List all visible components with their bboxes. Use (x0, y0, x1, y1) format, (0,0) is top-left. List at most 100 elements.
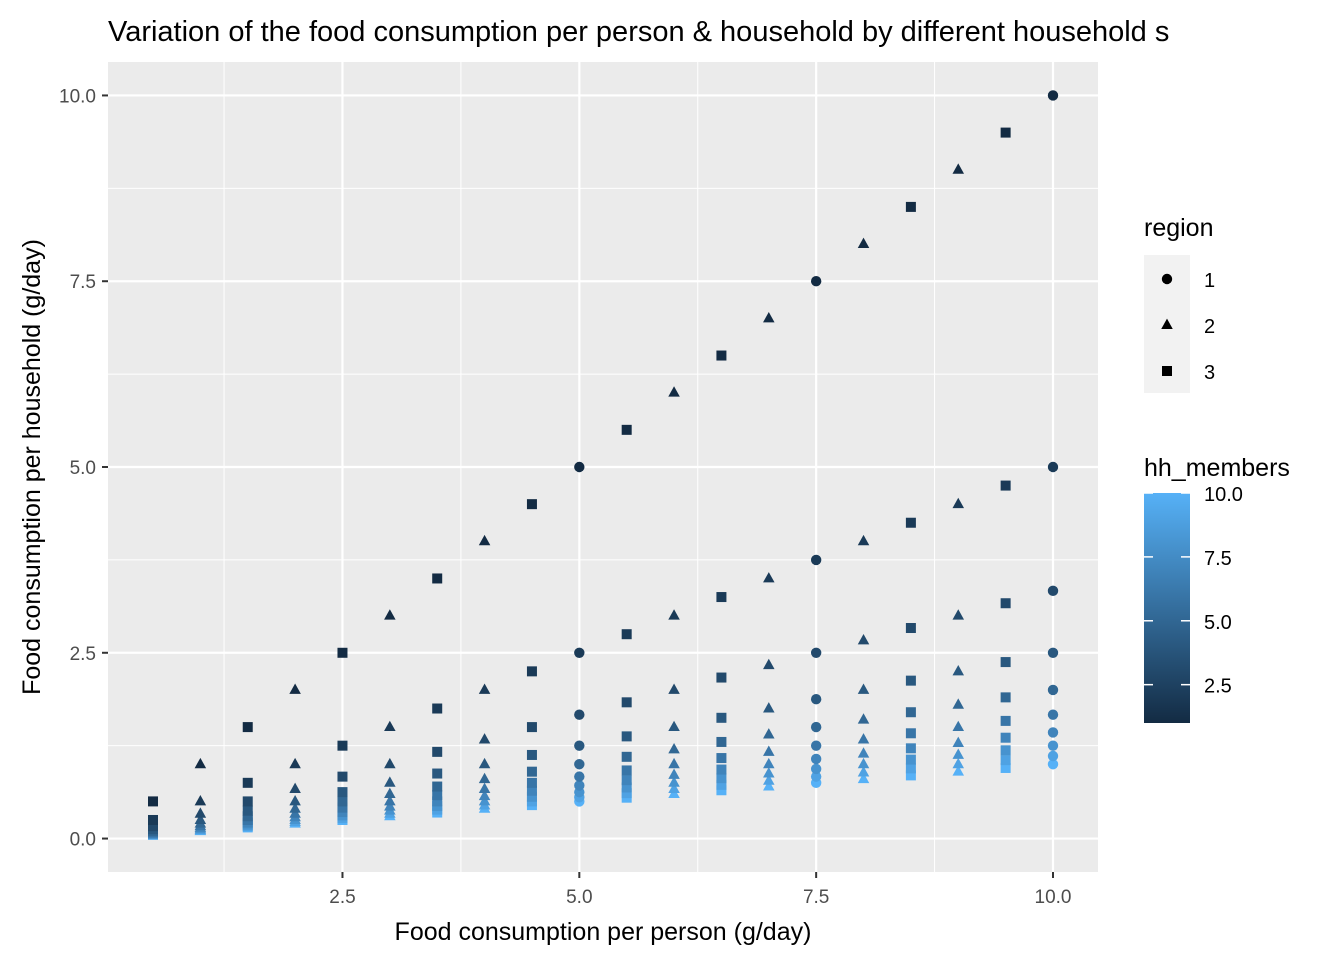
data-point (384, 609, 396, 620)
data-point (526, 785, 537, 796)
data-point (621, 788, 632, 799)
data-point (574, 709, 585, 720)
data-point (432, 790, 443, 801)
data-point (905, 707, 916, 718)
data-point (810, 763, 822, 775)
data-point (574, 780, 585, 791)
data-point (857, 713, 870, 724)
data-point (1000, 732, 1011, 743)
data-point (952, 757, 965, 769)
data-point (1000, 715, 1011, 726)
data-point (194, 813, 207, 824)
data-point (952, 720, 965, 732)
data-point (1047, 461, 1059, 473)
data-point (194, 757, 207, 769)
data-point (432, 796, 443, 807)
data-point (337, 796, 348, 807)
data-point (621, 751, 632, 762)
data-point (668, 776, 680, 787)
data-point (716, 785, 727, 796)
data-point (242, 805, 253, 816)
data-point (432, 703, 443, 714)
data-point (289, 757, 301, 769)
data-point (905, 675, 916, 686)
x-tick-label: 5.0 (566, 887, 592, 908)
data-point (668, 386, 680, 397)
data-point (384, 776, 396, 787)
data-point (384, 720, 396, 732)
data-point (621, 782, 632, 793)
axes: 2.5 5.0 7.5 10.0 0.0 2.5 5.0 7.5 10.0 (59, 86, 1071, 908)
hh-members-legend-title: hh_members (1144, 454, 1290, 482)
data-point (242, 722, 253, 733)
data-point (763, 658, 775, 670)
data-point (1047, 684, 1059, 696)
data-point (148, 821, 158, 832)
region-legend: region 1 2 3 (1144, 214, 1215, 393)
data-point (574, 647, 585, 658)
x-axis-label: Food consumption per person (g/day) (395, 918, 812, 946)
data-point (857, 772, 870, 784)
data-point (810, 753, 822, 765)
data-point (194, 795, 207, 806)
region-legend-key (1162, 366, 1172, 376)
data-point (1000, 745, 1011, 756)
data-point (857, 633, 870, 645)
data-point (857, 747, 870, 758)
hh-members-legend: hh_members 2.5 5.0 7.5 10.0 (1144, 454, 1290, 723)
data-point (478, 683, 491, 694)
region-legend-key (1161, 273, 1173, 285)
data-point (526, 722, 537, 733)
data-points (148, 90, 1059, 840)
region-legend-label: 3 (1204, 362, 1215, 384)
data-point (668, 609, 680, 620)
data-point (1000, 657, 1011, 668)
color-bar (1144, 493, 1190, 723)
region-legend-key (1161, 318, 1173, 329)
data-point (1000, 480, 1011, 491)
data-point (337, 740, 348, 751)
data-point (857, 766, 870, 777)
data-point (716, 753, 727, 764)
data-point (526, 766, 537, 777)
data-point (810, 276, 822, 287)
data-point (148, 796, 158, 807)
data-point (526, 749, 537, 760)
data-point (810, 694, 822, 705)
data-point (668, 782, 680, 793)
x-tick-label: 2.5 (329, 887, 355, 908)
data-point (621, 697, 632, 708)
data-point (810, 721, 822, 733)
data-point (810, 771, 822, 782)
data-point (289, 795, 301, 806)
data-point (905, 517, 916, 528)
data-point (716, 773, 727, 784)
data-point (952, 736, 965, 747)
data-point (763, 572, 775, 583)
data-point (1000, 598, 1011, 609)
data-point (242, 796, 253, 807)
data-point (952, 765, 965, 776)
data-point (763, 702, 775, 713)
data-point (668, 720, 680, 732)
data-point (1000, 692, 1011, 703)
data-point (289, 802, 301, 813)
color-bar-label: 5.0 (1204, 612, 1232, 634)
data-point (716, 736, 727, 747)
data-point (668, 768, 680, 779)
data-point (478, 757, 491, 769)
data-point (716, 712, 727, 723)
data-point (716, 672, 727, 683)
data-point (384, 800, 396, 811)
data-point (478, 795, 491, 806)
data-point (478, 772, 491, 784)
data-point (1047, 750, 1059, 762)
data-point (857, 683, 870, 694)
data-point (952, 163, 965, 174)
data-point (763, 311, 775, 323)
data-point (716, 764, 727, 775)
data-point (1047, 585, 1059, 597)
data-point (526, 666, 537, 677)
data-point (478, 782, 491, 793)
data-point (478, 534, 491, 546)
